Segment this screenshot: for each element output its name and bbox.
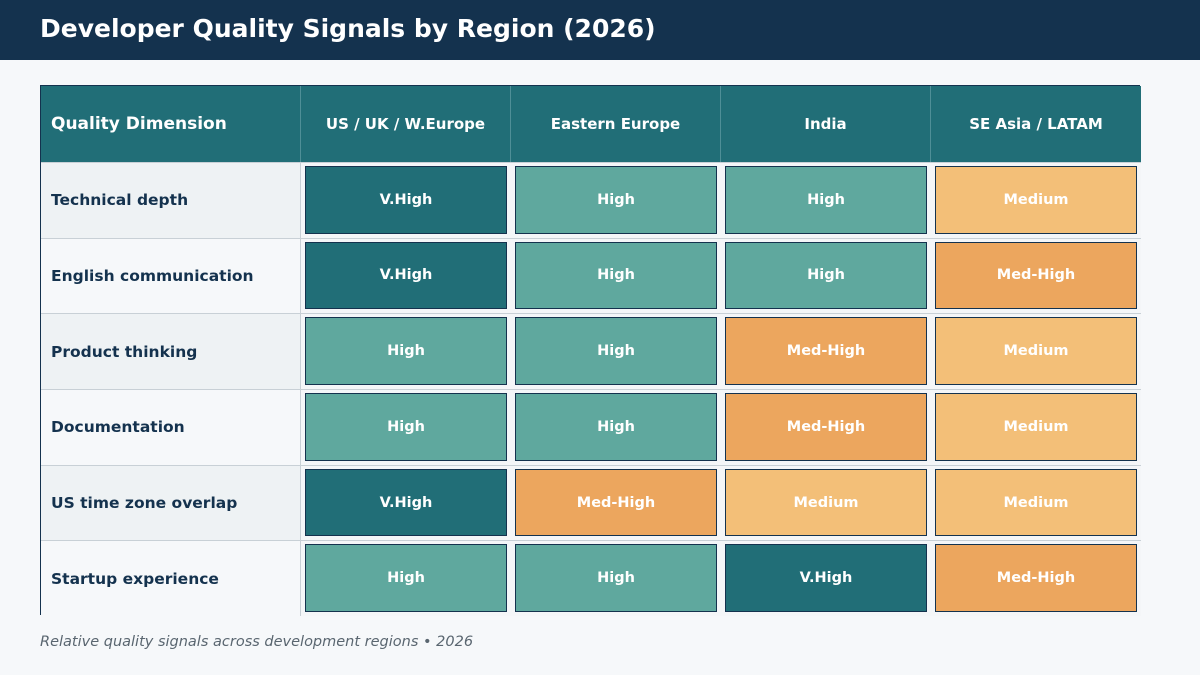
rating-cell: Med-High (515, 468, 717, 537)
rating-cell: Med-High (935, 544, 1137, 612)
column-header-eastern-europe: Eastern Europe (511, 86, 721, 162)
rating-cell: V.High (305, 468, 507, 537)
row-label-documentation: Documentation (41, 389, 301, 465)
rating-cell: Med-High (725, 317, 927, 385)
rating-cell: Medium (935, 166, 1137, 234)
rating-cell: Medium (725, 468, 927, 537)
rating-cell: High (305, 544, 507, 612)
column-header-india: India (721, 86, 931, 162)
footer-caption: Relative quality signals across developm… (40, 634, 474, 650)
quality-table: Quality Dimension US / UK / W.Europe Easte… (40, 85, 1141, 616)
rating-cell: Med-High (935, 241, 1137, 310)
rating-cell: High (305, 393, 507, 461)
rating-cell: V.High (305, 166, 507, 234)
rating-cell: High (725, 166, 927, 234)
row-label-startup-experience: Startup experience (41, 540, 301, 616)
rating-cell: Medium (935, 393, 1137, 461)
row-label-us-time-zone-overlap: US time zone overlap (41, 464, 301, 541)
row-label-product-thinking: Product thinking (41, 313, 301, 389)
rating-cell: V.High (305, 241, 507, 310)
rating-cell: Medium (935, 468, 1137, 537)
rating-cell: High (725, 241, 927, 310)
rating-cell: Med-High (725, 393, 927, 461)
rating-cell: High (515, 241, 717, 310)
rating-cell: High (515, 166, 717, 234)
column-header-us-uk-w-europe: US / UK / W.Europe (301, 86, 511, 162)
rating-cell: High (305, 317, 507, 385)
column-header-quality-dimension: Quality Dimension (41, 86, 301, 162)
rating-cell: High (515, 317, 717, 385)
page-title: Developer Quality Signals by Region (202… (40, 14, 656, 43)
rating-cell: V.High (725, 544, 927, 612)
title-bar: Developer Quality Signals by Region (202… (0, 0, 1200, 60)
row-label-technical-depth: Technical depth (41, 162, 301, 238)
rating-cell: High (515, 393, 717, 461)
rating-cell: High (515, 544, 717, 612)
row-label-english-communication: English communication (41, 237, 301, 314)
rating-cell: Medium (935, 317, 1137, 385)
column-header-se-asia-latam: SE Asia / LATAM (931, 86, 1141, 162)
